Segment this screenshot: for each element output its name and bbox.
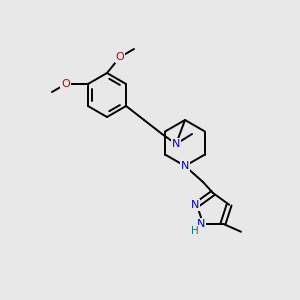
Text: N: N [172,139,180,149]
Text: O: O [61,79,70,89]
Text: N: N [197,219,205,229]
Text: N: N [181,161,189,171]
Text: O: O [116,52,124,62]
Text: H: H [191,226,199,236]
Text: N: N [190,200,199,210]
